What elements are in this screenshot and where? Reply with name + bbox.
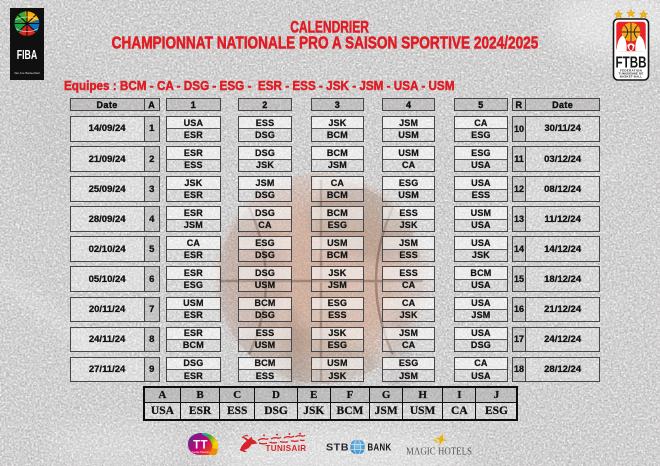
svg-text:STB: STB	[326, 442, 349, 454]
svg-text:Tunisie Telecom: Tunisie Telecom	[192, 451, 210, 454]
svg-text:MΛGIC HOTELS: MΛGIC HOTELS	[406, 447, 472, 458]
svg-text:TUNISAIR: TUNISAIR	[266, 443, 307, 453]
svg-text:BASKET-BALL: BASKET-BALL	[620, 75, 643, 79]
svg-text:BANK: BANK	[368, 442, 392, 454]
svg-text:We Are Basketball: We Are Basketball	[14, 71, 40, 75]
svg-text:FTBB: FTBB	[616, 55, 647, 72]
svg-text:TT: TT	[193, 440, 208, 452]
svg-text:FIBA: FIBA	[17, 48, 38, 62]
svg-text:TUNISIENNE DE: TUNISIENNE DE	[619, 72, 644, 76]
svg-text:FEDERATION: FEDERATION	[620, 69, 642, 73]
